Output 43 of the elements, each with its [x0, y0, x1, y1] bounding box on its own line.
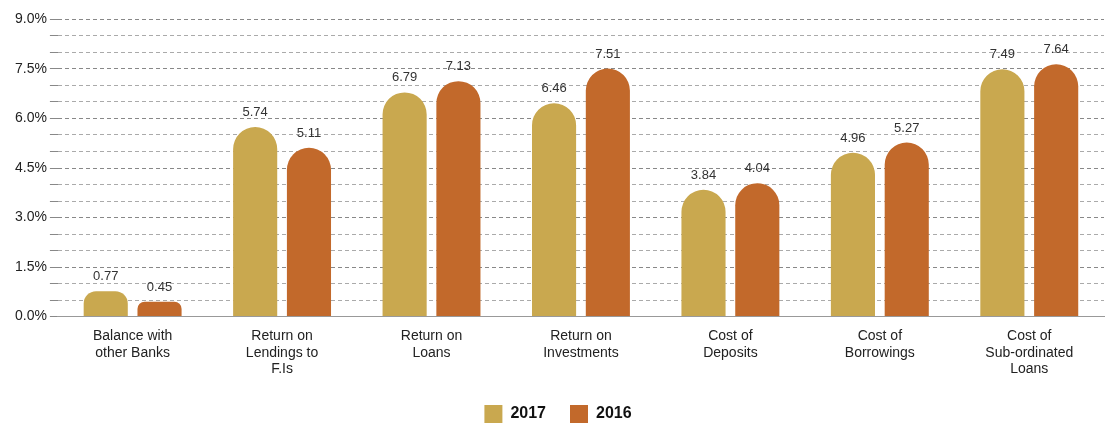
bar — [532, 103, 577, 317]
bar — [830, 152, 875, 317]
bar — [681, 189, 726, 317]
bar — [286, 147, 332, 317]
y-tick-label: 6.0% — [14, 109, 47, 126]
legend-label: 2017 — [510, 404, 547, 422]
x-tick-label: Balance with other Banks — [92, 326, 173, 360]
data-label: 7.64 — [1043, 41, 1069, 57]
bar — [585, 68, 630, 317]
data-label: 5.11 — [296, 124, 322, 140]
data-label: 3.84 — [690, 166, 717, 182]
x-tick-label: Return on Lendings to F.Is — [245, 326, 319, 377]
data-label: 4.96 — [840, 129, 866, 145]
x-tick-label: Return on Investments — [543, 326, 619, 360]
y-tick-label: 4.5% — [14, 158, 47, 175]
bar — [382, 92, 427, 317]
x-tick-label: Cost of Deposits — [703, 326, 758, 360]
x-tick-label: Return on Loans — [400, 326, 463, 360]
x-tick-label: Cost of Sub-ordinated Loans — [985, 326, 1074, 377]
data-label: 5.74 — [242, 104, 268, 120]
bar — [1034, 64, 1079, 317]
data-label: 6.46 — [541, 80, 567, 96]
y-tick-label: 1.5% — [14, 257, 47, 274]
bar — [735, 183, 780, 317]
data-label: 7.51 — [595, 45, 621, 61]
y-tick-label: 3.0% — [14, 208, 47, 225]
y-tick-label: 7.5% — [14, 59, 47, 76]
bar — [436, 81, 481, 317]
data-label: 0.45 — [146, 278, 173, 294]
data-label: 0.77 — [93, 268, 119, 284]
x-tick-label: Cost of Borrowings — [844, 326, 915, 360]
data-label: 6.79 — [391, 69, 418, 85]
bar — [83, 291, 128, 317]
y-tick-label: 9.0% — [14, 10, 47, 27]
data-label: 7.13 — [445, 58, 472, 74]
bar — [137, 301, 182, 317]
y-tick-label: 0.0% — [14, 307, 47, 324]
bar — [980, 69, 1025, 317]
bar — [233, 127, 278, 317]
bar — [884, 142, 929, 317]
data-label: 7.49 — [989, 46, 1016, 62]
data-label: 5.27 — [894, 119, 920, 135]
legend-label: 2016 — [596, 404, 632, 422]
